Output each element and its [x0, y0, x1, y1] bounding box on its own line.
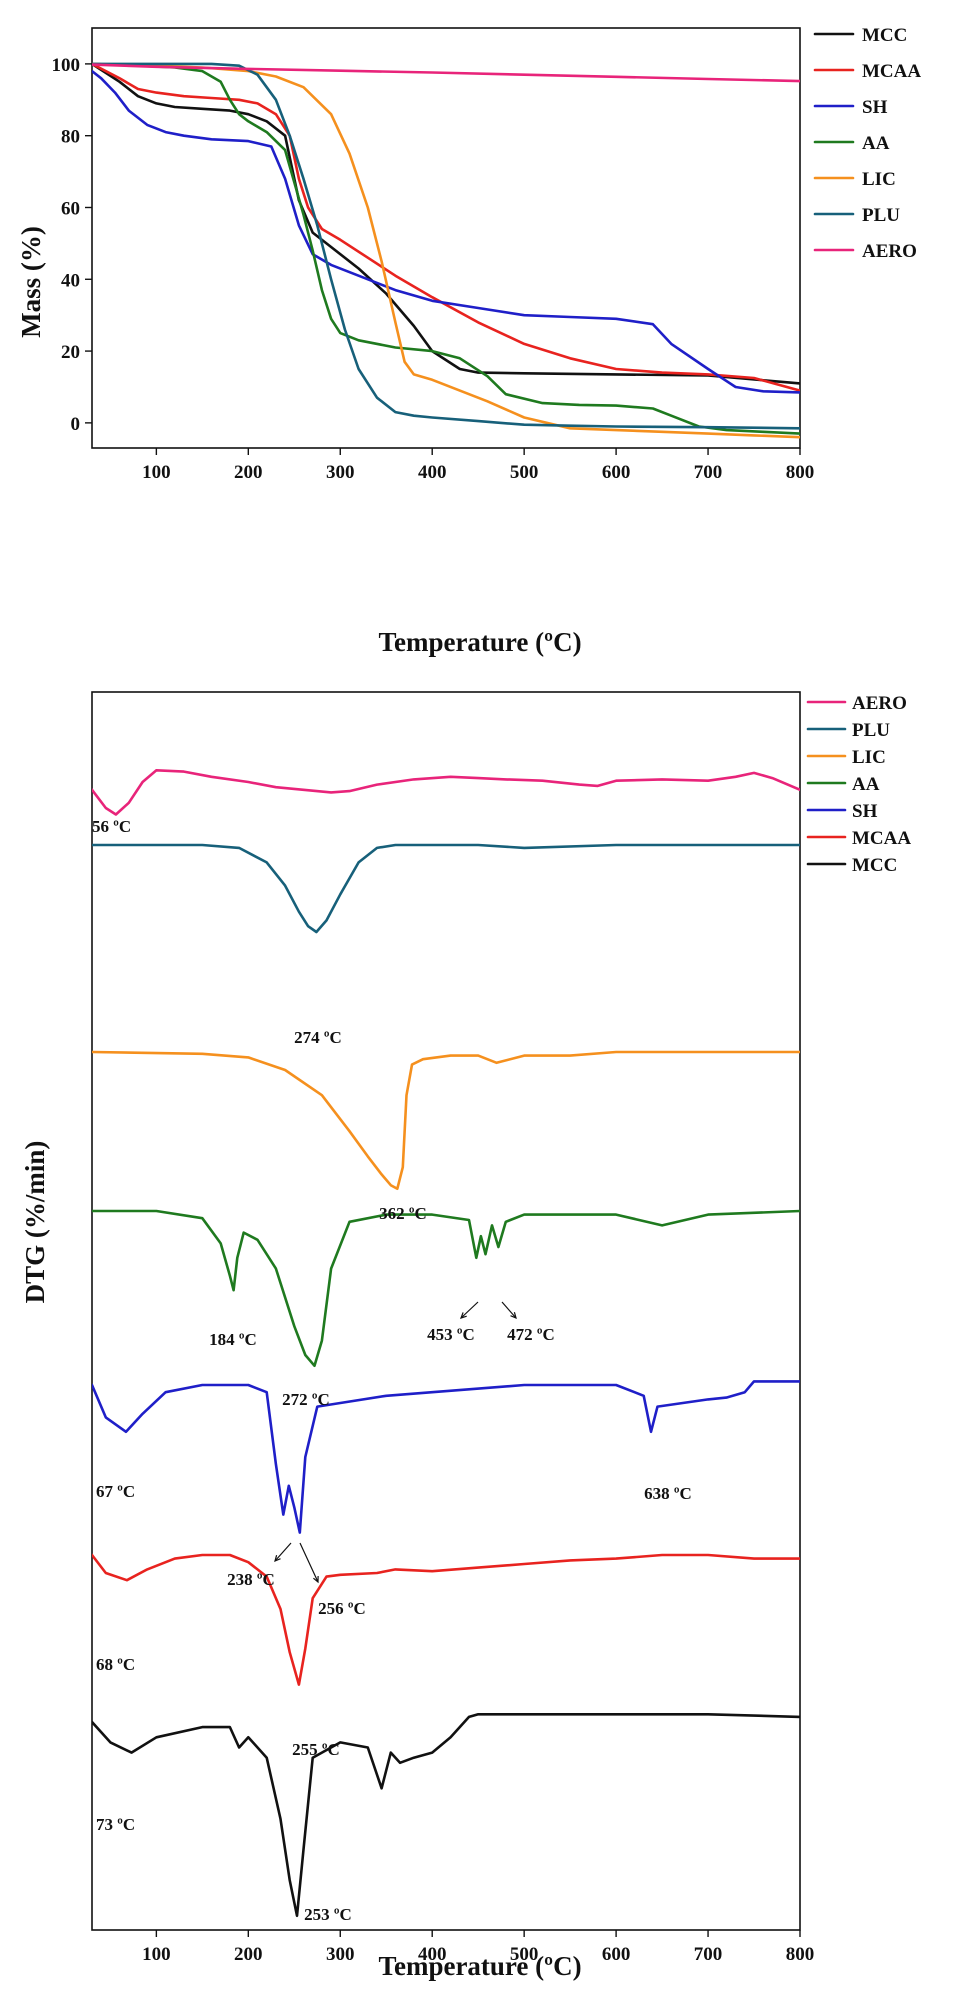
tga-y-axis-title: Mass (%) [16, 226, 46, 338]
peak-arrow-sh-256 [299, 1542, 319, 1583]
dtg-series-line-plu [92, 843, 800, 934]
dtg-series-line-sh [92, 1380, 800, 1534]
peak-label-aa-1: 184 ºC [209, 1330, 257, 1349]
tga-x-tick-label-600: 600 [602, 462, 631, 483]
dtg-series-line-lic [92, 1050, 800, 1191]
tga-x-tick-label-800: 800 [786, 462, 815, 483]
dtg-series-line-aero [92, 769, 800, 816]
tga-x-tick-label-700: 700 [694, 462, 723, 483]
dtg-plot-frame [91, 691, 801, 1931]
dtg-legend-label-aa: AA [852, 774, 880, 795]
dtg-legend-label-sh: SH [852, 801, 878, 822]
dtg-x-tick-label-700: 700 [694, 1944, 723, 1965]
peak-label-aa-2: 272 ºC [282, 1390, 330, 1409]
peak-label-sh-2: 238 ºC [227, 1570, 275, 1589]
dtg-legend-label-lic: LIC [852, 747, 886, 768]
dtg-legend-label-aero: AERO [852, 693, 907, 714]
peak-arrow-sh-238 [274, 1542, 292, 1562]
tga-x-tick-label-200: 200 [234, 462, 263, 483]
tga-legend-label-sh: SH [862, 97, 888, 118]
tga-series-group [92, 62, 800, 439]
peak-label-lic-1: 362 ºC [379, 1204, 427, 1223]
dtg-plot-area: 100 200 300 400 500 600 700 800 [91, 691, 815, 1965]
peak-arrow-aa-472 [501, 1301, 517, 1319]
peak-label-mcaa-1: 68 ºC [96, 1655, 135, 1674]
tga-x-tick-label-400: 400 [418, 462, 447, 483]
peak-label-plu-1: 274 ºC [294, 1028, 342, 1047]
tga-y-tick-label-20: 20 [61, 342, 80, 363]
peak-label-mcc-2: 253 ºC [304, 1905, 352, 1924]
dtg-x-tick-label-200: 200 [234, 1944, 263, 1965]
dtg-x-tick-label-600: 600 [602, 1944, 631, 1965]
tga-y-tick-label-40: 40 [61, 270, 80, 291]
peak-label-mcc-1: 73 ºC [96, 1815, 135, 1834]
dtg-x-tick-label-300: 300 [326, 1944, 355, 1965]
tga-series-line-lic [92, 62, 800, 439]
peak-label-aero-1: 56 ºC [92, 817, 131, 836]
tga-plot-area: 100 200 300 400 500 600 700 800 0 20 40 60 80 100 [52, 27, 815, 483]
peak-label-sh-1: 67 ºC [96, 1482, 135, 1501]
tga-x-tick-label-500: 500 [510, 462, 539, 483]
dtg-legend-label-mcaa: MCAA [852, 828, 911, 849]
tga-legend: MCC MCAA SH AA LIC PLU AERO [813, 25, 921, 262]
dtg-x-axis-title: Temperature (ºC) [378, 1951, 581, 1981]
dtg-x-tick-label-100: 100 [142, 1944, 171, 1965]
tga-y-tick-label-60: 60 [61, 198, 80, 219]
tga-legend-label-plu: PLU [862, 205, 900, 226]
dtg-series-group [92, 769, 800, 1918]
dtg-panel: 100 200 300 400 500 600 700 800 AERO PLU LIC AA SH M… [20, 691, 911, 1981]
dtg-legend: AERO PLU LIC AA SH MCAA MCC [806, 693, 911, 876]
peak-arrowhead-aa-472 [510, 1312, 517, 1320]
tga-y-tick-label-80: 80 [61, 127, 80, 148]
peak-label-mcaa-2: 255 ºC [292, 1740, 340, 1759]
peak-label-aa-4: 472 ºC [507, 1325, 555, 1344]
tga-legend-label-mcc: MCC [862, 25, 907, 46]
peak-label-sh-4: 638 ºC [644, 1484, 692, 1503]
tga-series-line-aa [92, 62, 800, 435]
peak-arrowhead-aa-453 [460, 1312, 467, 1319]
dtg-x-tick-label-400: 400 [418, 1944, 447, 1965]
tga-series-line-sh [92, 69, 800, 394]
peak-label-aa-3: 453 ºC [427, 1325, 475, 1344]
tga-panel: 100 200 300 400 500 600 700 800 0 20 40 60 80 100 MCC… [16, 25, 921, 657]
tga-series-line-mcaa [92, 62, 800, 392]
peak-label-sh-3: 256 ºC [318, 1599, 366, 1618]
dtg-series-line-mcaa [92, 1553, 800, 1686]
tga-y-tick-label-100: 100 [52, 55, 81, 76]
tga-series-line-aero [92, 63, 800, 83]
dtg-y-axis-title: DTG (%/min) [20, 1141, 50, 1304]
dtg-series-line-mcc [92, 1713, 800, 1918]
peak-arrow-aa-453 [460, 1301, 479, 1319]
tga-legend-label-aa: AA [862, 133, 890, 154]
tga-legend-label-mcaa: MCAA [862, 61, 921, 82]
peak-arrowhead-sh-238 [274, 1555, 281, 1563]
tga-series-line-mcc [92, 62, 800, 385]
tga-x-axis-title: Temperature (ºC) [378, 627, 581, 657]
dtg-legend-label-mcc: MCC [852, 855, 897, 876]
tga-plot-frame [91, 27, 801, 449]
dtg-x-tick-label-800: 800 [786, 1944, 815, 1965]
peak-arrowhead-sh-256 [313, 1575, 319, 1584]
dtg-series-line-aa [92, 1209, 800, 1368]
tga-y-tick-label-0: 0 [71, 414, 81, 435]
dtg-peak-labels: 56 ºC 274 ºC 362 ºC 184 ºC 272 ºC 453 ºC 472 º… [92, 817, 692, 1924]
dtg-legend-label-plu: PLU [852, 720, 890, 741]
tga-x-tick-label-300: 300 [326, 462, 355, 483]
tga-legend-label-aero: AERO [862, 241, 917, 262]
dtg-x-tick-label-500: 500 [510, 1944, 539, 1965]
tga-x-tick-label-100: 100 [142, 462, 171, 483]
tga-legend-label-lic: LIC [862, 169, 896, 190]
